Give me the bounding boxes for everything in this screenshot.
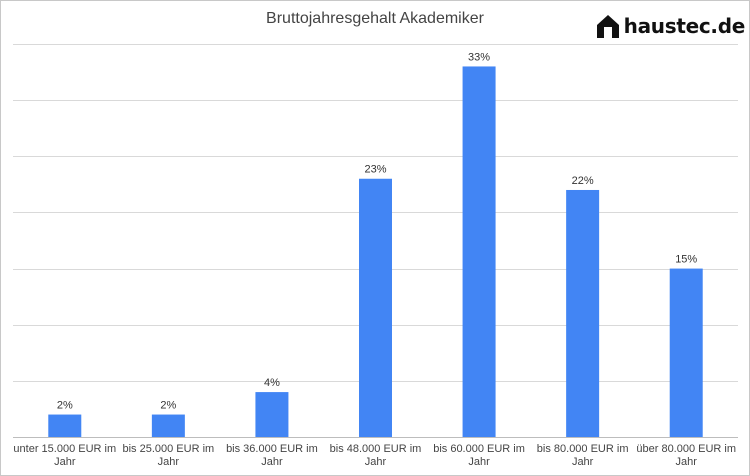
- x-tick-label: bis 36.000 EUR im: [226, 443, 318, 455]
- x-tick-label: bis 48.000 EUR im: [330, 443, 422, 455]
- bar: [151, 414, 185, 437]
- brand-logo: haustec.de: [595, 13, 745, 39]
- x-tick-label: über 80.000 EUR im: [636, 443, 736, 455]
- bar: [255, 392, 289, 437]
- bar: [669, 268, 703, 437]
- data-label: 33%: [468, 51, 490, 63]
- bar: [566, 189, 600, 437]
- x-tick-label: bis 25.000 EUR im: [122, 443, 214, 455]
- bar: [359, 178, 392, 437]
- logo-text: haustec.de: [623, 14, 746, 38]
- x-tick-label: Jahr: [158, 456, 180, 468]
- x-tick-label: Jahr: [54, 456, 76, 468]
- data-label: 2%: [160, 400, 176, 412]
- data-label: 2%: [57, 400, 73, 412]
- x-tick-label: Jahr: [676, 456, 698, 468]
- data-label: 22%: [572, 175, 594, 187]
- data-label: 23%: [364, 164, 386, 176]
- chart-title: Bruttojahresgehalt Akademiker: [266, 10, 484, 27]
- data-label: 15%: [675, 254, 697, 266]
- x-tick-label: bis 60.000 EUR im: [433, 443, 525, 455]
- x-tick-label: bis 80.000 EUR im: [537, 443, 629, 455]
- x-tick-label: Jahr: [365, 456, 387, 468]
- bar: [462, 66, 496, 437]
- x-tick-label: Jahr: [261, 456, 283, 468]
- x-tick-label: Jahr: [572, 456, 594, 468]
- x-tick-label: unter 15.000 EUR im: [13, 443, 116, 455]
- house-icon: [596, 15, 619, 38]
- data-label: 4%: [264, 377, 280, 389]
- bar: [48, 414, 82, 437]
- x-tick-label: Jahr: [468, 456, 490, 468]
